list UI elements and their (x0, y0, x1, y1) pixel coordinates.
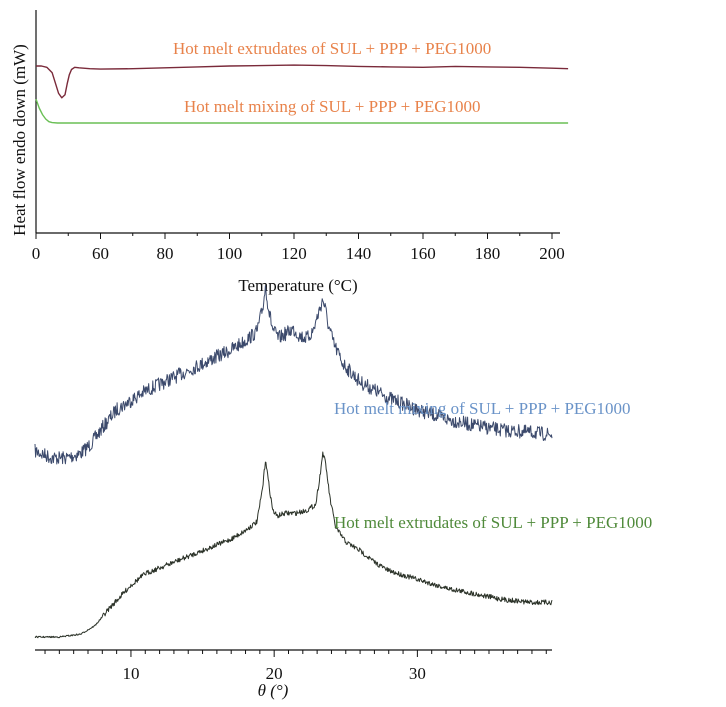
dsc-series-line-1 (35, 98, 569, 124)
dsc-chart: 0 60 80 100 120 140 160 180 200 Heat flow endo d… (0, 0, 726, 300)
xrd-x-tick-label: 30 (409, 664, 426, 683)
dsc-series-label-extrudates: Hot melt extrudates of SUL + PPP + PEG10… (173, 39, 491, 58)
dsc-y-axis-label: Heat flow endo down (mW) (10, 44, 29, 236)
xrd-x-ticks: 10 20 30 (44, 650, 547, 683)
dsc-x-tick-label: 140 (346, 244, 372, 263)
dsc-x-tick-label: 100 (217, 244, 243, 263)
xrd-plot-area (34, 285, 553, 651)
dsc-series-label-mixing: Hot melt mixing of SUL + PPP + PEG1000 (184, 97, 481, 116)
xrd-chart: 10 20 30 θ (°) Hot melt mixing of SUL + PP… (34, 285, 652, 700)
dsc-x-tick-label: 180 (475, 244, 501, 263)
dsc-x-tick-label: 120 (281, 244, 307, 263)
dsc-series-line-0 (36, 64, 569, 99)
dsc-x-tick-label: 60 (92, 244, 109, 263)
dsc-x-tick-label: 0 (32, 244, 41, 263)
xrd-x-axis-label: θ (°) (258, 681, 289, 700)
xrd-series-label-extrudates: Hot melt extrudates of SUL + PPP + PEG10… (334, 513, 652, 532)
xrd-series-line-0 (34, 285, 553, 465)
xrd-series-label-mixing: Hot melt mixing of SUL + PPP + PEG1000 (334, 399, 631, 418)
dsc-x-ticks: 0 60 80 100 120 140 160 180 200 (32, 233, 565, 263)
dsc-background (0, 0, 726, 300)
xrd-x-tick-label: 10 (122, 664, 139, 683)
xrd-x-tick-label: 20 (266, 664, 283, 683)
dsc-plot-area (35, 10, 569, 234)
dsc-x-tick-label: 80 (157, 244, 174, 263)
xrd-series-line-1 (34, 451, 553, 639)
dsc-x-tick-label: 200 (539, 244, 565, 263)
dsc-x-tick-label: 160 (410, 244, 436, 263)
dsc-x-axis-label: Temperature (°C) (238, 276, 357, 295)
